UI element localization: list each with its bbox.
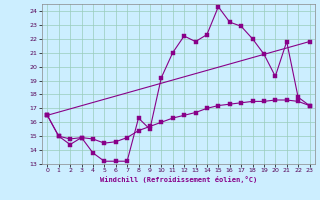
X-axis label: Windchill (Refroidissement éolien,°C): Windchill (Refroidissement éolien,°C) <box>100 176 257 183</box>
